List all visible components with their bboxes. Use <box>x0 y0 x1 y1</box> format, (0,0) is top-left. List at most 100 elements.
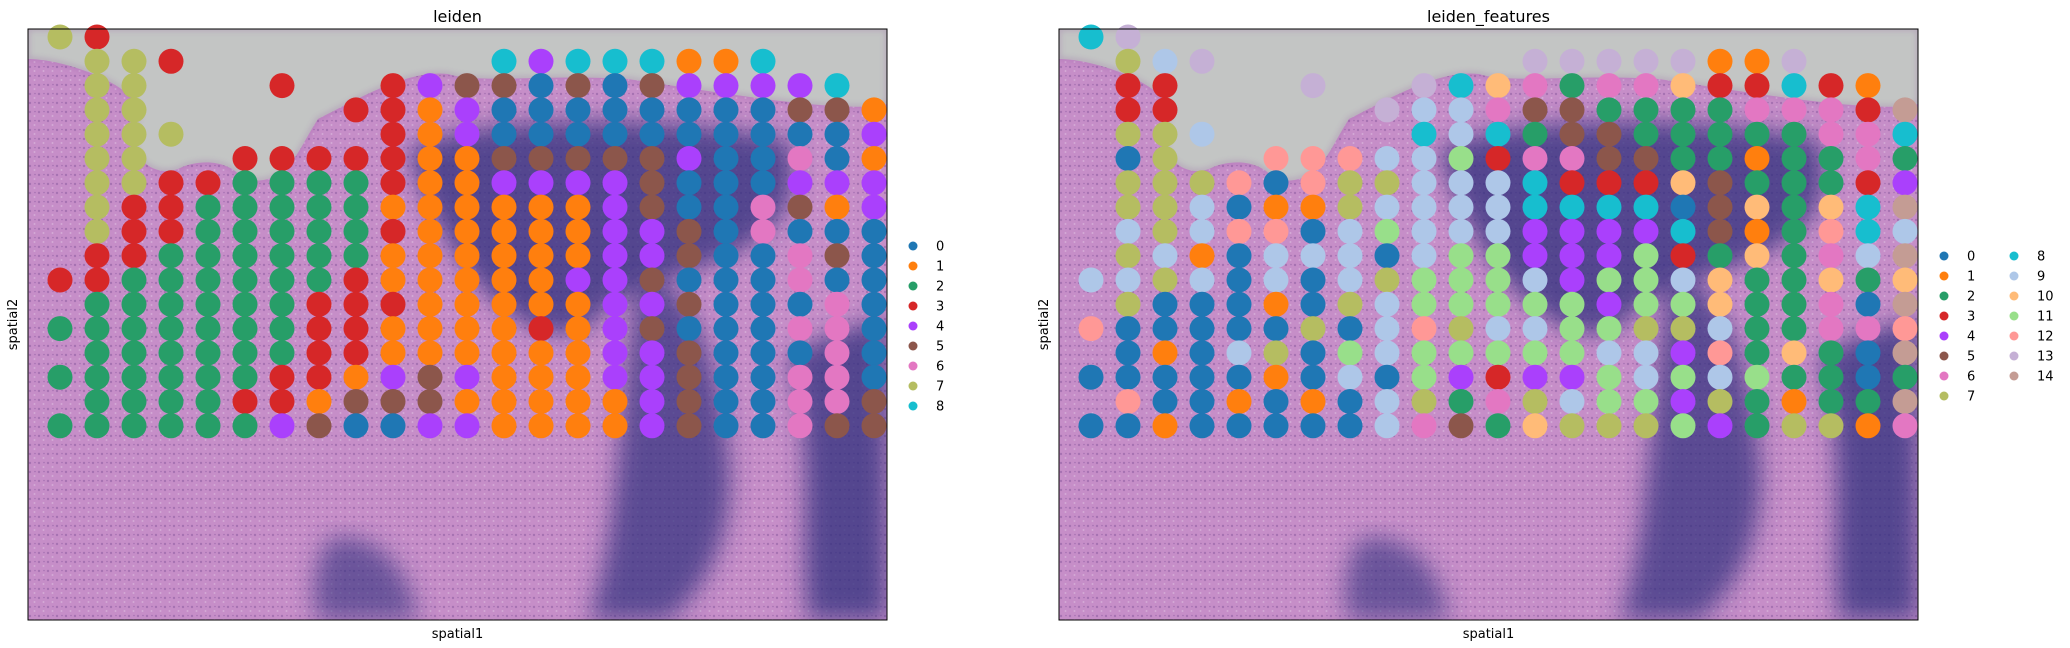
spot <box>121 243 147 269</box>
spot <box>158 121 184 147</box>
spot <box>1115 316 1141 342</box>
spot <box>380 146 406 171</box>
spot <box>1744 218 1770 244</box>
spot <box>1374 291 1400 317</box>
spot <box>1115 340 1141 366</box>
spot <box>1152 291 1178 317</box>
spot <box>565 413 591 439</box>
spot <box>787 340 813 366</box>
spot <box>84 170 110 196</box>
spot <box>417 291 443 317</box>
spot <box>676 170 702 196</box>
spot <box>232 340 258 366</box>
spot <box>491 48 517 74</box>
spot <box>1818 73 1844 99</box>
spot <box>1337 291 1363 317</box>
spot <box>1633 48 1659 74</box>
spot <box>1855 291 1881 317</box>
spot <box>787 267 813 293</box>
spot <box>1707 243 1733 269</box>
spot <box>1892 194 1918 220</box>
spot <box>1744 121 1770 147</box>
spot <box>1818 413 1844 439</box>
spot <box>491 316 517 342</box>
spot <box>1781 170 1807 196</box>
spot <box>1115 121 1141 147</box>
spot <box>1522 389 1548 414</box>
spot <box>84 243 110 269</box>
spot <box>528 389 554 414</box>
spot <box>639 389 665 414</box>
spot <box>84 267 110 293</box>
spot <box>787 413 813 439</box>
spot <box>269 364 295 390</box>
spot <box>1152 146 1178 171</box>
spot <box>47 413 73 439</box>
spot <box>1670 316 1696 342</box>
spot <box>713 121 739 147</box>
spot <box>454 316 480 342</box>
spot <box>1300 340 1326 366</box>
spot <box>1152 218 1178 244</box>
spot <box>639 97 665 123</box>
spot <box>1781 146 1807 171</box>
spot <box>1707 146 1733 171</box>
spot <box>1337 243 1363 269</box>
spot <box>1892 218 1918 244</box>
spot <box>1448 413 1474 439</box>
spot <box>1300 389 1326 414</box>
spot <box>343 146 369 171</box>
spot <box>1633 97 1659 123</box>
spot <box>565 73 591 99</box>
spot <box>713 243 739 269</box>
spot <box>306 340 332 366</box>
spot <box>158 218 184 244</box>
spot <box>1707 267 1733 293</box>
spot <box>1337 364 1363 390</box>
spot <box>713 194 739 220</box>
spot <box>380 389 406 414</box>
legend-item: 9 <box>2009 270 2045 285</box>
spot <box>343 291 369 317</box>
spot <box>306 146 332 171</box>
spot <box>824 364 850 390</box>
spot <box>1189 413 1215 439</box>
spot <box>1115 389 1141 414</box>
spot <box>1485 194 1511 220</box>
spot <box>639 243 665 269</box>
spot <box>232 170 258 196</box>
spot <box>1485 243 1511 269</box>
spot <box>1300 170 1326 196</box>
spot <box>1892 291 1918 317</box>
spot <box>417 218 443 244</box>
spot <box>1485 291 1511 317</box>
legend-label: 14 <box>2037 370 2054 385</box>
spot <box>639 121 665 147</box>
spot <box>713 97 739 123</box>
spot <box>1707 170 1733 196</box>
legend-marker <box>908 301 918 311</box>
spot <box>1374 170 1400 196</box>
spot <box>491 413 517 439</box>
spot <box>787 389 813 414</box>
spot <box>1448 291 1474 317</box>
spot <box>1559 73 1585 99</box>
spot <box>1855 413 1881 439</box>
legend-label: 8 <box>936 400 944 415</box>
spot <box>602 218 628 244</box>
spot <box>1559 97 1585 123</box>
spot <box>1596 340 1622 366</box>
spot <box>121 73 147 99</box>
legend-label: 8 <box>2037 250 2045 265</box>
legend-marker <box>2009 371 2019 381</box>
spot <box>1448 73 1474 99</box>
spot <box>232 218 258 244</box>
spot <box>84 146 110 171</box>
spot <box>1596 218 1622 244</box>
spot <box>1670 97 1696 123</box>
spot <box>676 243 702 269</box>
spot <box>676 73 702 99</box>
spot <box>1892 267 1918 293</box>
spot <box>1818 316 1844 342</box>
spot <box>1411 413 1437 439</box>
